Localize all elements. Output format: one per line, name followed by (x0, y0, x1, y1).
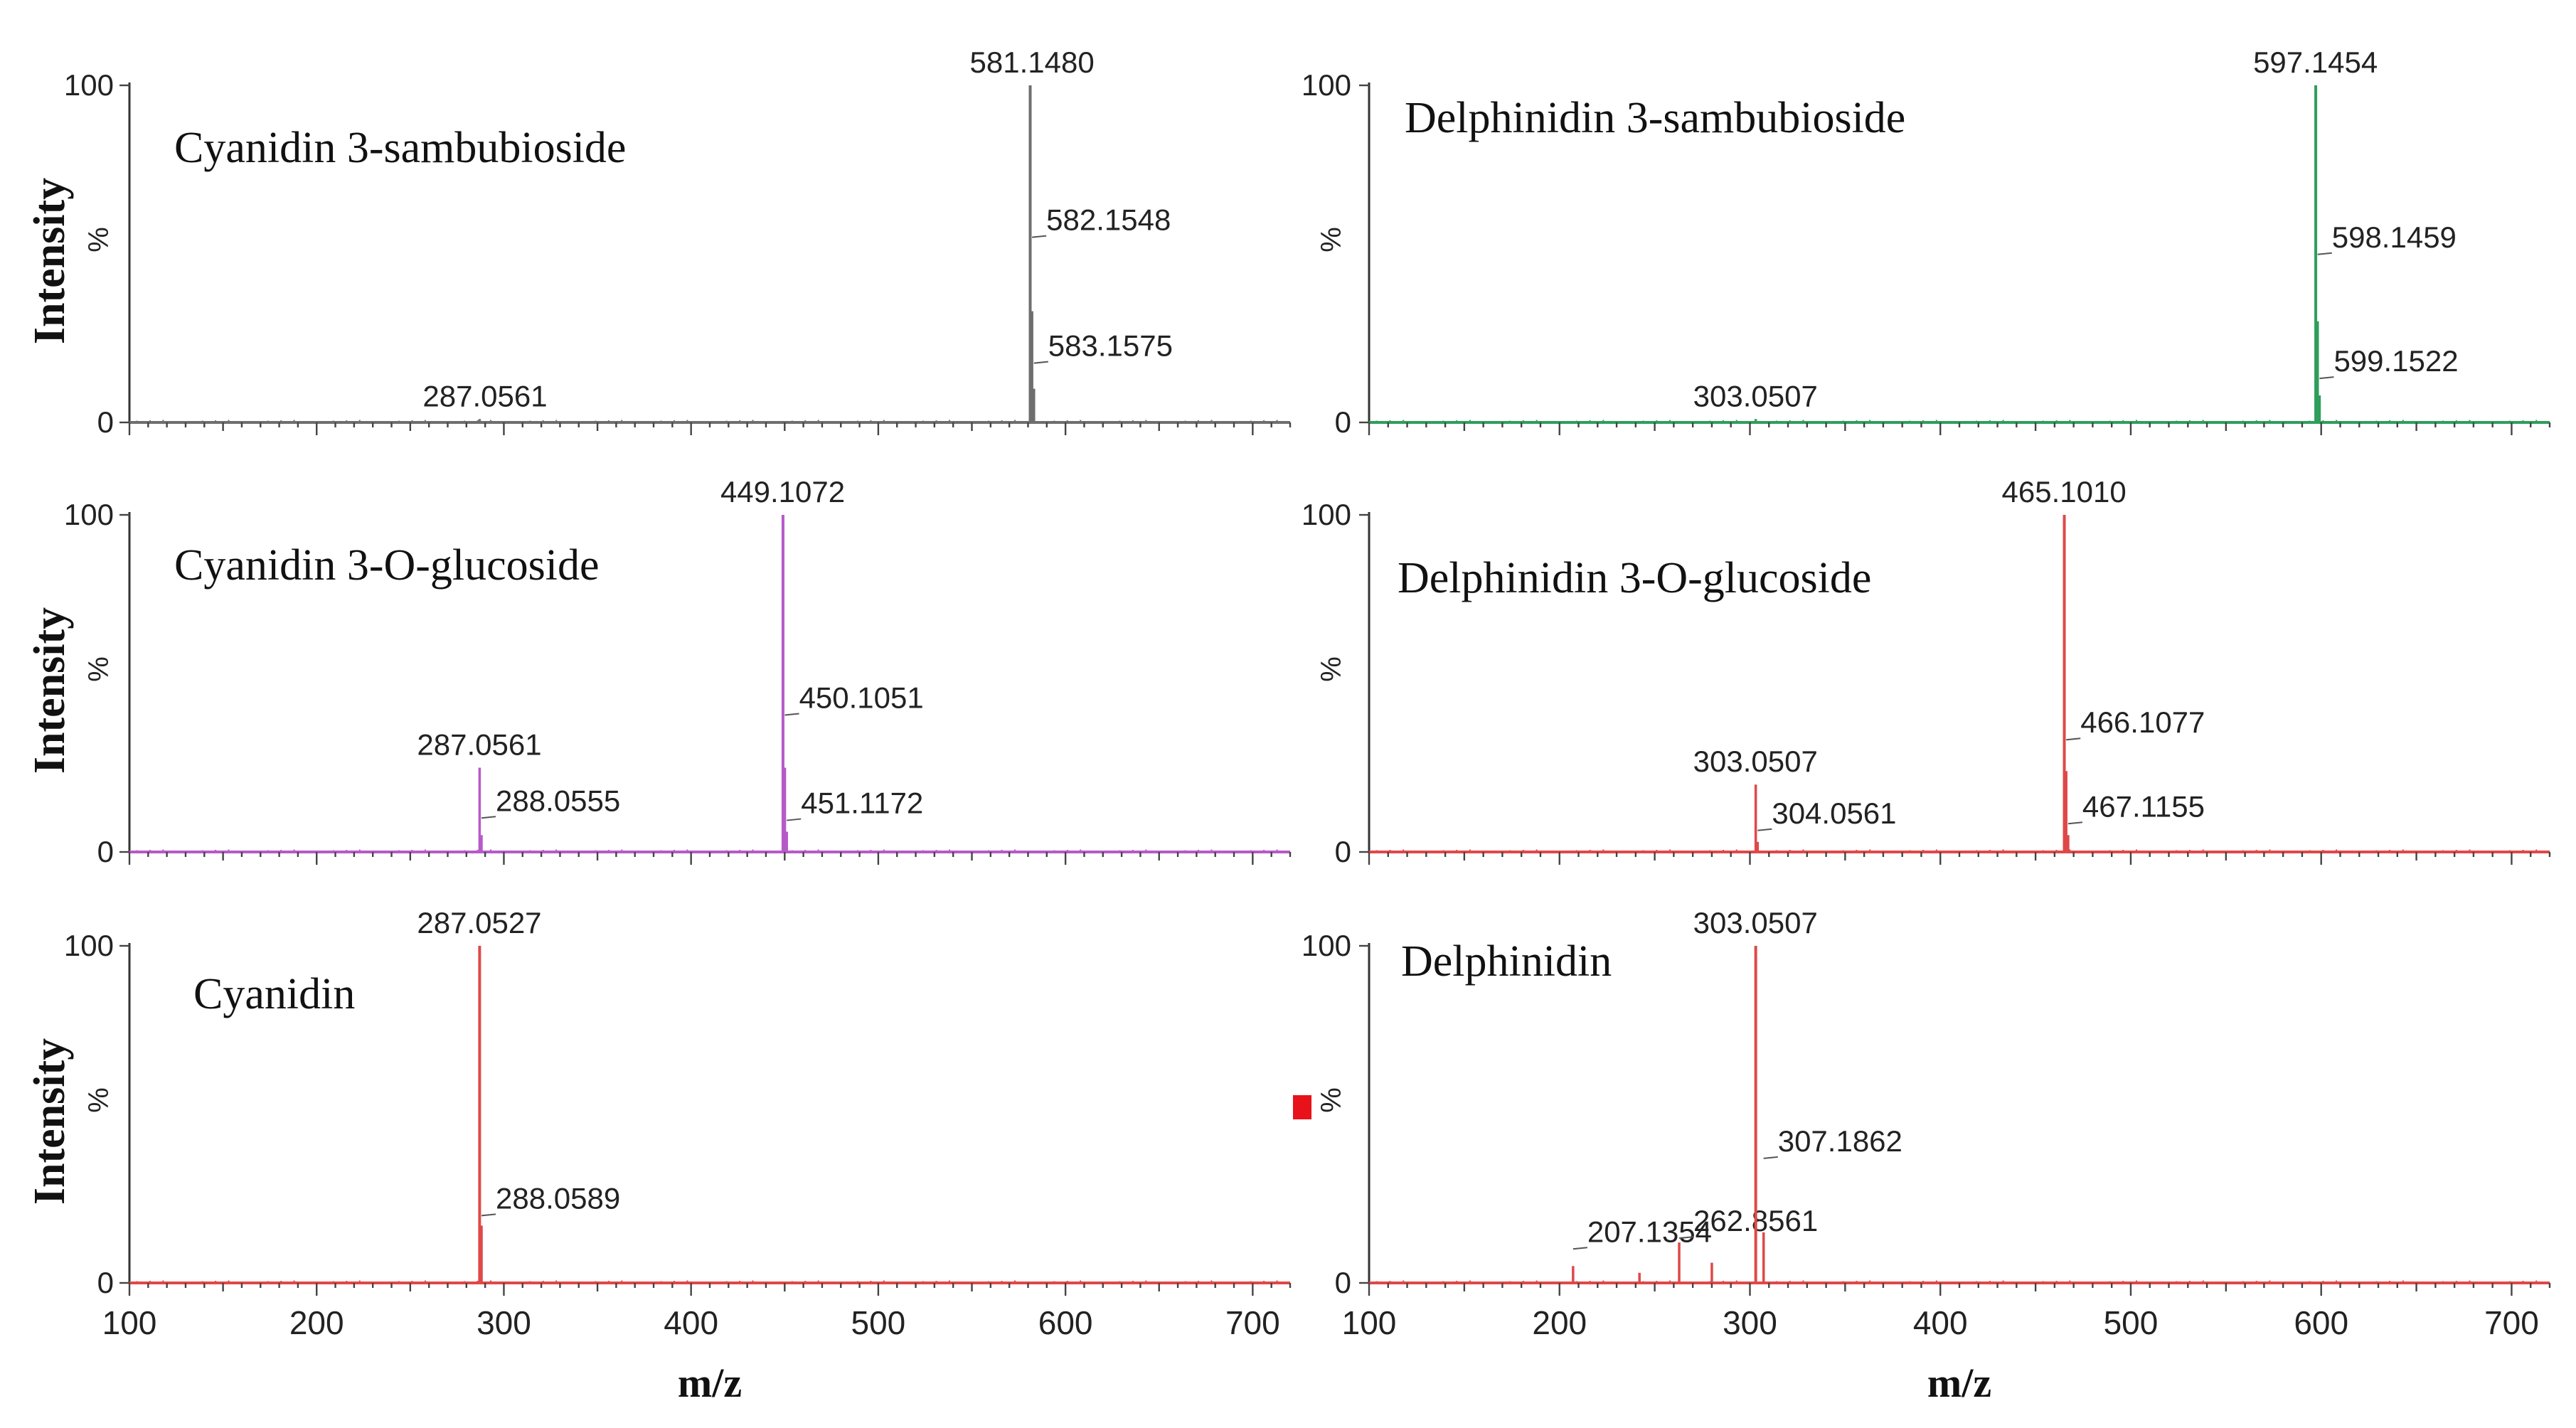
compound-title: Cyanidin 3-sambubioside (174, 124, 626, 172)
y-tick-label-0: 0 (97, 1266, 114, 1299)
peak-label: 303.0507 (1693, 379, 1818, 412)
y-tick-label-percent: % (83, 227, 115, 252)
y-tick-label-percent: % (83, 656, 115, 682)
peak-leader (784, 713, 799, 716)
spectrum-panel-0: 100% 0 Intensity Cyanidin 3-sambubioside 287… (26, 46, 1292, 439)
peak-leader (1572, 1247, 1587, 1250)
y-axis-title: Intensity (26, 607, 74, 774)
y-tick-label-100: 100 (1302, 68, 1351, 102)
y-tick-label-100: 100 (1302, 929, 1351, 962)
spectrum-panel-3: 100% 0 Delphinidin 3-O-glucoside 303.0507 30… (1302, 475, 2551, 868)
peak-leader (2319, 376, 2334, 380)
peak-label: 597.1454 (2253, 46, 2378, 79)
spectrum-panel-2: 100% 0 Intensity Cyanidin 3-O-glucoside 287.… (26, 475, 1292, 868)
peak-leader (481, 816, 496, 819)
peak-label: 287.0561 (422, 379, 547, 412)
x-tick-label: 500 (851, 1304, 906, 1341)
x-tick-label: 100 (1342, 1304, 1397, 1341)
x-axis-title: m/z (1927, 1360, 1991, 1406)
peak-label: 304.0561 (1772, 796, 1896, 830)
peak-label: 288.0589 (496, 1181, 620, 1215)
compound-title: Delphinidin 3-sambubioside (1405, 94, 1905, 142)
x-tick-label: 200 (289, 1304, 344, 1341)
x-tick-label: 300 (1723, 1304, 1777, 1341)
x-tick-label: 300 (477, 1304, 531, 1341)
x-tick-label: 600 (1038, 1304, 1093, 1341)
y-tick-label-percent: % (1316, 227, 1347, 252)
peak-leader (1033, 361, 1048, 364)
x-tick-label: 700 (2484, 1304, 2539, 1341)
spectrum-panel-1: 100% 0 Delphinidin 3-sambubioside 303.0507 5… (1302, 46, 2551, 439)
peak-label: 581.1480 (970, 46, 1095, 79)
y-tick-label-0: 0 (1335, 405, 1351, 439)
peak-leader (1763, 1156, 1778, 1159)
peak-label: 288.0555 (496, 784, 620, 817)
y-tick-label-percent: % (1316, 1087, 1347, 1113)
peak-leader (2067, 821, 2083, 825)
peak-label: 450.1051 (799, 681, 924, 715)
compound-title: Delphinidin 3-O-glucoside (1398, 554, 1871, 602)
x-tick-label: 400 (664, 1304, 718, 1341)
compound-title: Cyanidin 3-O-glucoside (174, 541, 600, 590)
y-tick-label-100: 100 (1302, 498, 1351, 531)
y-axis-title: Intensity (26, 1038, 74, 1205)
peak-leader (1678, 1236, 1694, 1240)
spectrum-panels: 100% 0 Intensity Cyanidin 3-sambubioside 287… (26, 46, 2551, 1406)
peak-label: 303.0507 (1693, 906, 1818, 939)
peak-label: 465.1010 (2002, 475, 2127, 508)
peak-label: 287.0561 (417, 728, 541, 762)
x-tick-label: 100 (102, 1304, 157, 1341)
peak-leader (1032, 235, 1047, 238)
y-tick-label-0: 0 (97, 835, 114, 868)
y-tick-label-0: 0 (1335, 835, 1351, 868)
compound-title: Delphinidin (1401, 937, 1612, 986)
peak-label: 598.1459 (2332, 220, 2457, 254)
compound-title: Cyanidin (193, 970, 355, 1018)
x-tick-label: 600 (2294, 1304, 2348, 1341)
peak-label: 307.1862 (1778, 1124, 1902, 1158)
y-tick-label-0: 0 (1335, 1266, 1351, 1299)
peak-leader (1757, 828, 1772, 831)
peak-label: 303.0507 (1693, 745, 1818, 778)
peak-label: 451.1172 (801, 787, 923, 820)
peak-leader (481, 1213, 496, 1217)
peak-label: 466.1077 (2080, 705, 2205, 739)
x-tick-label: 400 (1913, 1304, 1968, 1341)
peak-label: 287.0527 (417, 906, 541, 939)
x-axis-title: m/z (678, 1360, 742, 1406)
peak-label: 467.1155 (2082, 789, 2205, 823)
peak-label: 599.1522 (2333, 344, 2458, 378)
peak-label: 583.1575 (1048, 329, 1173, 363)
y-tick-label-0: 0 (97, 405, 114, 439)
red-square-marker (1293, 1095, 1311, 1119)
y-tick-label-100: 100 (64, 498, 114, 531)
y-tick-label-percent: % (83, 1087, 115, 1113)
spectrum-panel-5: 100%0Delphinidin207.1354262.8561303.0507… (1302, 906, 2551, 1406)
y-axis-title: Intensity (26, 178, 74, 344)
y-tick-label-100: 100 (64, 68, 114, 102)
peak-label: 207.1354 (1587, 1215, 1712, 1248)
peak-leader (2317, 252, 2332, 255)
y-tick-label-100: 100 (64, 929, 114, 962)
y-tick-label-percent: % (1316, 656, 1347, 682)
x-tick-label: 700 (1225, 1304, 1280, 1341)
peak-leader (787, 818, 802, 821)
spectrum-panel-4: 100% 0 Intensity Cyanidin 287.0527 288.0589 10… (26, 906, 1292, 1406)
x-tick-label: 200 (1532, 1304, 1587, 1341)
peak-label: 582.1548 (1046, 203, 1171, 237)
peak-leader (2066, 737, 2081, 741)
peak-label: 449.1072 (720, 475, 845, 508)
x-tick-label: 500 (2104, 1304, 2159, 1341)
